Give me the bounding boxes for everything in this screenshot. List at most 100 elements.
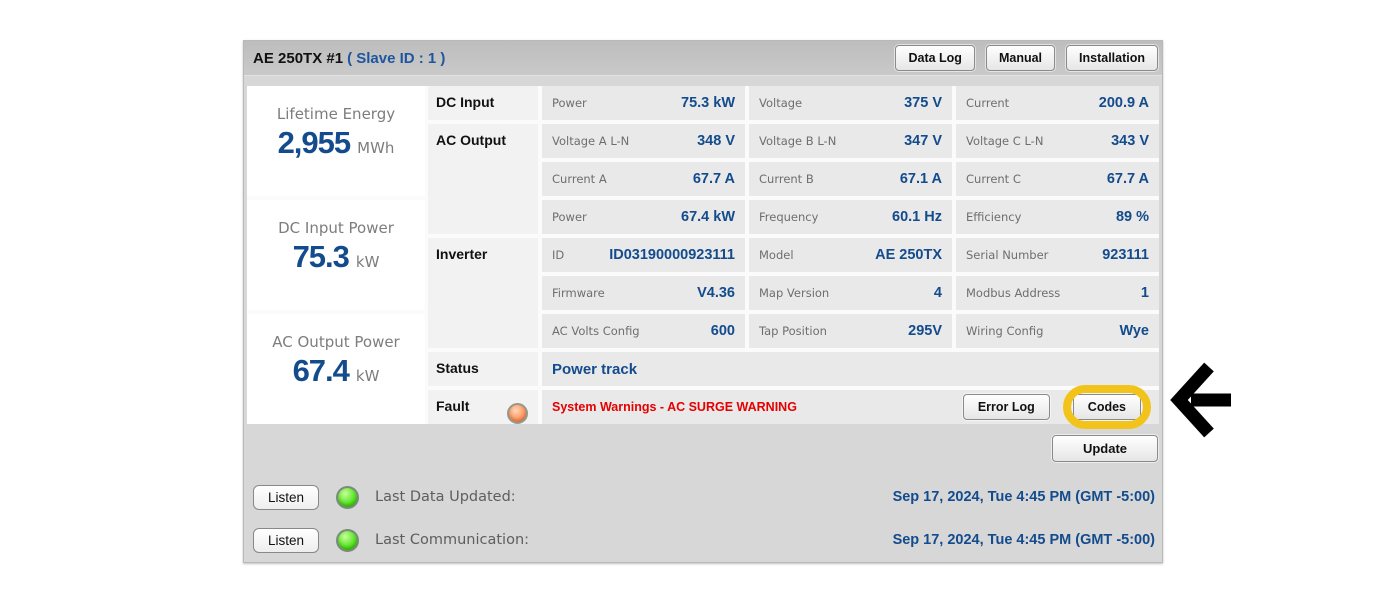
cell-value: 343 V xyxy=(1111,133,1149,149)
cell-label: Efficiency xyxy=(966,210,1022,224)
cell-value: 348 V xyxy=(697,133,735,149)
cell-value: Wye xyxy=(1119,323,1149,339)
status-value-cell: Power track xyxy=(542,352,1159,386)
cell-model: Model AE 250TX xyxy=(749,238,952,272)
cell-voltage-a-l-n: Voltage A L-N 348 V xyxy=(542,124,745,158)
footer-row-last-data-updated: Listen Last Data Updated: Sep 17, 2024, … xyxy=(253,483,1155,511)
cell-label: Serial Number xyxy=(966,248,1049,262)
fault-message: System Warnings - AC SURGE WARNING xyxy=(552,400,797,414)
cell-serial-number: Serial Number 923111 xyxy=(956,238,1159,272)
cell-voltage-b-l-n: Voltage B L-N 347 V xyxy=(749,124,952,158)
cell-value: 295V xyxy=(908,323,942,339)
footer-timestamp: Sep 17, 2024, Tue 4:45 PM (GMT -5:00) xyxy=(892,489,1155,505)
metric-label: Lifetime Energy xyxy=(276,105,396,123)
error-log-button[interactable]: Error Log xyxy=(962,394,1050,420)
cell-label: Modbus Address xyxy=(966,286,1061,300)
cell-label: AC Volts Config xyxy=(552,324,640,338)
metric-cards: Lifetime Energy 2,955 MWh DC Input Power… xyxy=(247,86,425,424)
cell-id: ID ID03190000923111 xyxy=(542,238,745,272)
cell-map-version: Map Version 4 xyxy=(749,276,952,310)
cell-label: Power xyxy=(552,210,587,224)
inverter-model: AE 250TX #1 xyxy=(253,49,344,67)
ac-output-power-card: AC Output Power 67.4 kW xyxy=(247,314,425,424)
cell-label: Frequency xyxy=(759,210,819,224)
cell-voltage-c-l-n: Voltage C L-N 343 V xyxy=(956,124,1159,158)
cell-value: 1 xyxy=(1140,285,1149,301)
cell-label: Current B xyxy=(759,172,814,186)
section-dc-input: DC Input xyxy=(428,86,538,120)
cell-value: ID03190000923111 xyxy=(609,247,735,263)
section-inverter: Inverter xyxy=(428,238,538,348)
codes-button[interactable]: Codes xyxy=(1072,394,1141,420)
fault-led-icon xyxy=(507,403,528,424)
footer-label: Last Data Updated: xyxy=(375,489,516,505)
cell-value: 89 % xyxy=(1115,209,1149,225)
installation-button[interactable]: Installation xyxy=(1066,45,1158,71)
footer-timestamp: Sep 17, 2024, Tue 4:45 PM (GMT -5:00) xyxy=(892,532,1155,548)
listen-button[interactable]: Listen xyxy=(253,527,320,553)
status-green-led-icon xyxy=(336,528,360,552)
cell-efficiency: Efficiency 89 % xyxy=(956,200,1159,234)
metric-label: DC Input Power xyxy=(278,219,394,237)
cell-value: 600 xyxy=(710,323,735,339)
section-status: Status xyxy=(428,352,538,386)
titlebar-buttons: Data Log Manual Installation xyxy=(895,45,1158,71)
footer-row-last-communication: Listen Last Communication: Sep 17, 2024,… xyxy=(253,526,1155,554)
cell-firmware: Firmware V4.36 xyxy=(542,276,745,310)
cell-value: 67.1 A xyxy=(899,171,942,187)
metric-label: AC Output Power xyxy=(272,333,400,351)
cell-label: Voltage B L-N xyxy=(759,134,837,148)
footer: Listen Last Data Updated: Sep 17, 2024, … xyxy=(253,483,1155,554)
lifetime-energy-card: Lifetime Energy 2,955 MWh xyxy=(247,86,425,196)
cell-label: Voltage A L-N xyxy=(552,134,630,148)
cell-label: Current A xyxy=(552,172,607,186)
status-green-led-icon xyxy=(336,485,360,509)
cell-current-c: Current C 67.7 A xyxy=(956,162,1159,196)
cell-tap-position: Tap Position 295V xyxy=(749,314,952,348)
cell-voltage: Voltage 375 V xyxy=(749,86,952,120)
cell-value: AE 250TX xyxy=(875,247,942,263)
cell-value: 347 V xyxy=(904,133,942,149)
cell-modbus-address: Modbus Address 1 xyxy=(956,276,1159,310)
cell-value: V4.36 xyxy=(697,285,735,301)
cell-power: Power 75.3 kW xyxy=(542,86,745,120)
cell-value: 4 xyxy=(933,285,942,301)
section-ac-output: AC Output xyxy=(428,124,538,234)
actions-row: Update xyxy=(247,435,1159,462)
cell-label: Tap Position xyxy=(759,324,827,338)
section-fault: Fault xyxy=(428,390,538,424)
metric-value: 2,955 xyxy=(277,125,352,160)
data-log-button[interactable]: Data Log xyxy=(895,45,975,71)
cell-value: 67.7 A xyxy=(692,171,735,187)
cell-value: 923111 xyxy=(1102,247,1149,263)
cell-value: 200.9 A xyxy=(1098,95,1149,111)
cell-label: Voltage C L-N xyxy=(966,134,1044,148)
cell-value: 67.4 kW xyxy=(681,209,735,225)
cell-ac-volts-config: AC Volts Config 600 xyxy=(542,314,745,348)
listen-button[interactable]: Listen xyxy=(253,484,320,510)
cell-value: 67.7 A xyxy=(1106,171,1149,187)
cell-value: 375 V xyxy=(904,95,942,111)
cell-current-b: Current B 67.1 A xyxy=(749,162,952,196)
dc-input-power-card: DC Input Power 75.3 kW xyxy=(247,200,425,310)
update-button[interactable]: Update xyxy=(1051,435,1158,462)
left-arrow-annotation xyxy=(1170,362,1231,438)
inverter-panel: AE 250TX #1( Slave ID : 1 ) Data Log Manu… xyxy=(243,40,1163,563)
cell-power: Power 67.4 kW xyxy=(542,200,745,234)
panel-body: Lifetime Energy 2,955 MWh DC Input Power… xyxy=(244,76,1162,554)
fault-label: Fault xyxy=(436,398,470,414)
cell-wiring-config: Wiring Config Wye xyxy=(956,314,1159,348)
inverter-data-table: DC Input Power 75.3 kW Voltage 375 V Curren… xyxy=(428,86,1159,429)
metric-unit: kW xyxy=(355,367,380,385)
footer-label: Last Communication: xyxy=(375,532,530,548)
cell-label: Firmware xyxy=(552,286,605,300)
cell-current: Current 200.9 A xyxy=(956,86,1159,120)
cell-current-a: Current A 67.7 A xyxy=(542,162,745,196)
cell-label: Current xyxy=(966,96,1010,110)
metric-unit: MWh xyxy=(357,139,395,157)
cell-label: Model xyxy=(759,248,794,262)
metric-unit: kW xyxy=(355,253,380,271)
manual-button[interactable]: Manual xyxy=(985,45,1056,71)
main-content: Lifetime Energy 2,955 MWh DC Input Power… xyxy=(247,86,1159,429)
